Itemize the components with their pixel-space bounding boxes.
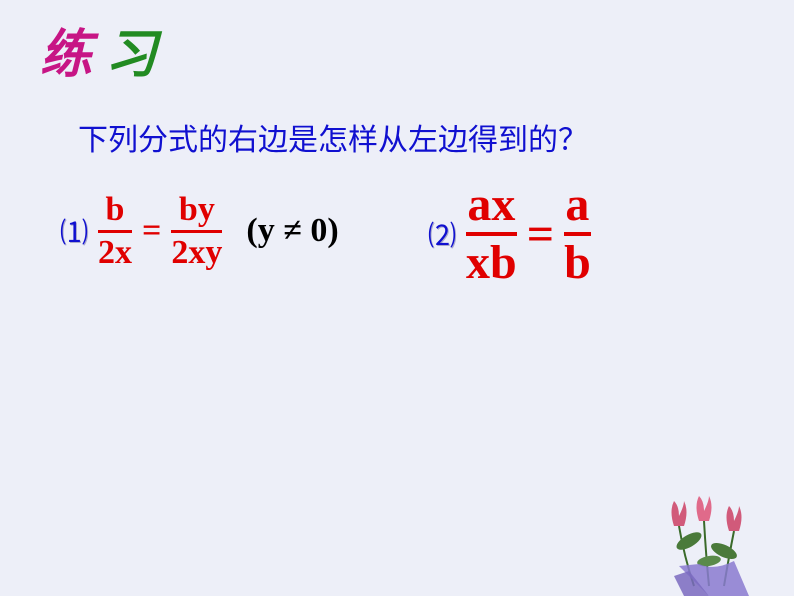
- eq1-right-denominator: 2xy: [171, 235, 222, 271]
- flower-decoration: [634, 456, 794, 596]
- eq1-left-fraction: b 2x: [98, 192, 132, 270]
- question-text: 下列分式的右边是怎样从左边得到的？: [78, 115, 588, 159]
- equals-sign: =: [142, 212, 161, 250]
- title-char-1: 练: [40, 27, 92, 84]
- equals-sign: =: [527, 207, 554, 262]
- eq1-right-fraction: by 2xy: [171, 192, 222, 270]
- fraction-bar: [171, 230, 222, 233]
- slide-title: 练 习: [40, 12, 157, 87]
- equation-1: ⑴ b 2x = by 2xy (y ≠ 0): [60, 192, 339, 270]
- eq1-right-numerator: by: [179, 192, 215, 228]
- eq2-label: ⑵: [428, 214, 456, 254]
- eq2-left-numerator: ax: [467, 180, 515, 230]
- fraction-bar: [98, 230, 132, 233]
- eq2-left-denominator: xb: [466, 238, 517, 288]
- eq2-right-numerator: a: [565, 180, 589, 230]
- equation-2: ⑵ ax xb = a b: [428, 180, 595, 289]
- eq2-right-denominator: b: [564, 238, 591, 288]
- eq1-left-denominator: 2x: [98, 235, 132, 271]
- title-char-sp: [92, 27, 105, 84]
- eq1-label: ⑴: [60, 211, 88, 251]
- eq2-right-fraction: a b: [564, 180, 591, 289]
- title-char-2: 习: [105, 27, 157, 84]
- eq2-left-fraction: ax xb: [466, 180, 517, 289]
- eq1-condition: (y ≠ 0): [246, 212, 338, 250]
- eq1-left-numerator: b: [106, 192, 125, 228]
